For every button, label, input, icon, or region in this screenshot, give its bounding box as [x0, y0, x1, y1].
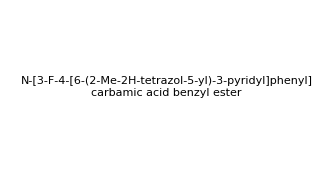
Text: N-[3-F-4-[6-(2-Me-2H-tetrazol-5-yl)-3-pyridyl]phenyl]
carbamic acid benzyl ester: N-[3-F-4-[6-(2-Me-2H-tetrazol-5-yl)-3-py… — [21, 76, 312, 98]
